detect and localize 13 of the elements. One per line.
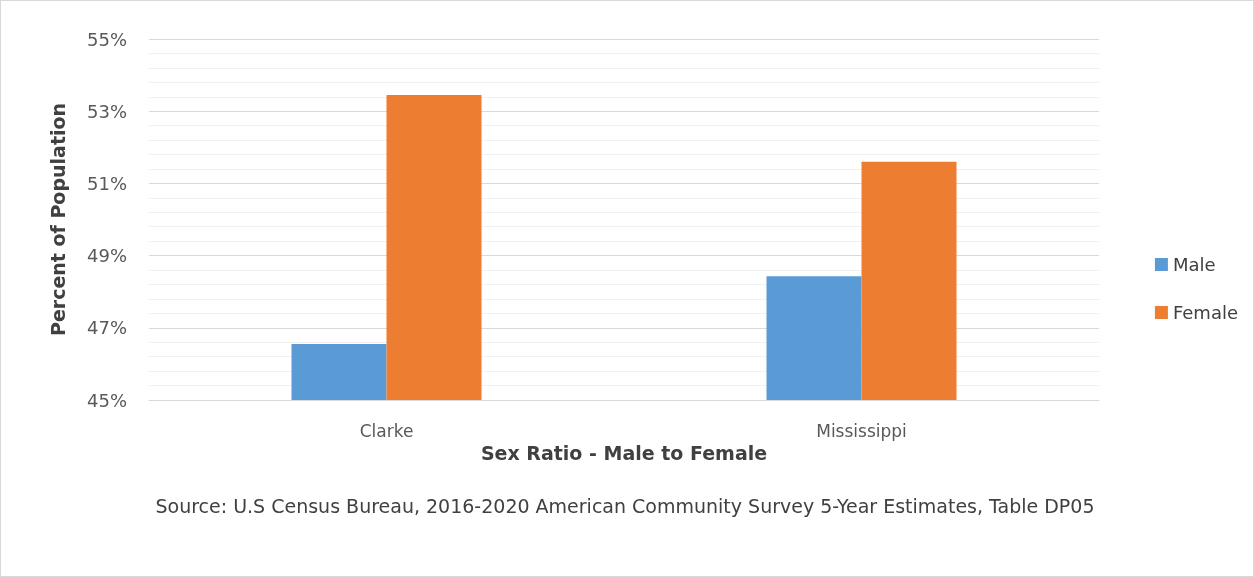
y-axis-title: Percent of Population <box>46 102 69 337</box>
x-axis-title: Sex Ratio - Male to Female <box>480 442 768 465</box>
y-tick-label: 53% <box>86 100 127 122</box>
y-tick-label: 55% <box>86 28 127 50</box>
y-tick-label: 49% <box>86 245 127 267</box>
legend-label: Female <box>1172 302 1239 323</box>
y-tick-label: 47% <box>86 317 127 339</box>
source-note: Source: U.S Census Bureau, 2016-2020 American Community Survey 5-Year Estimates, Table DP05 <box>154 494 1096 519</box>
x-tick-label: Mississippi <box>816 420 907 441</box>
y-tick-label: 51% <box>86 172 127 194</box>
x-tick-label: Clarke <box>359 420 414 441</box>
legend-label: Male <box>1172 254 1216 275</box>
y-tick-label: 45% <box>86 389 127 411</box>
